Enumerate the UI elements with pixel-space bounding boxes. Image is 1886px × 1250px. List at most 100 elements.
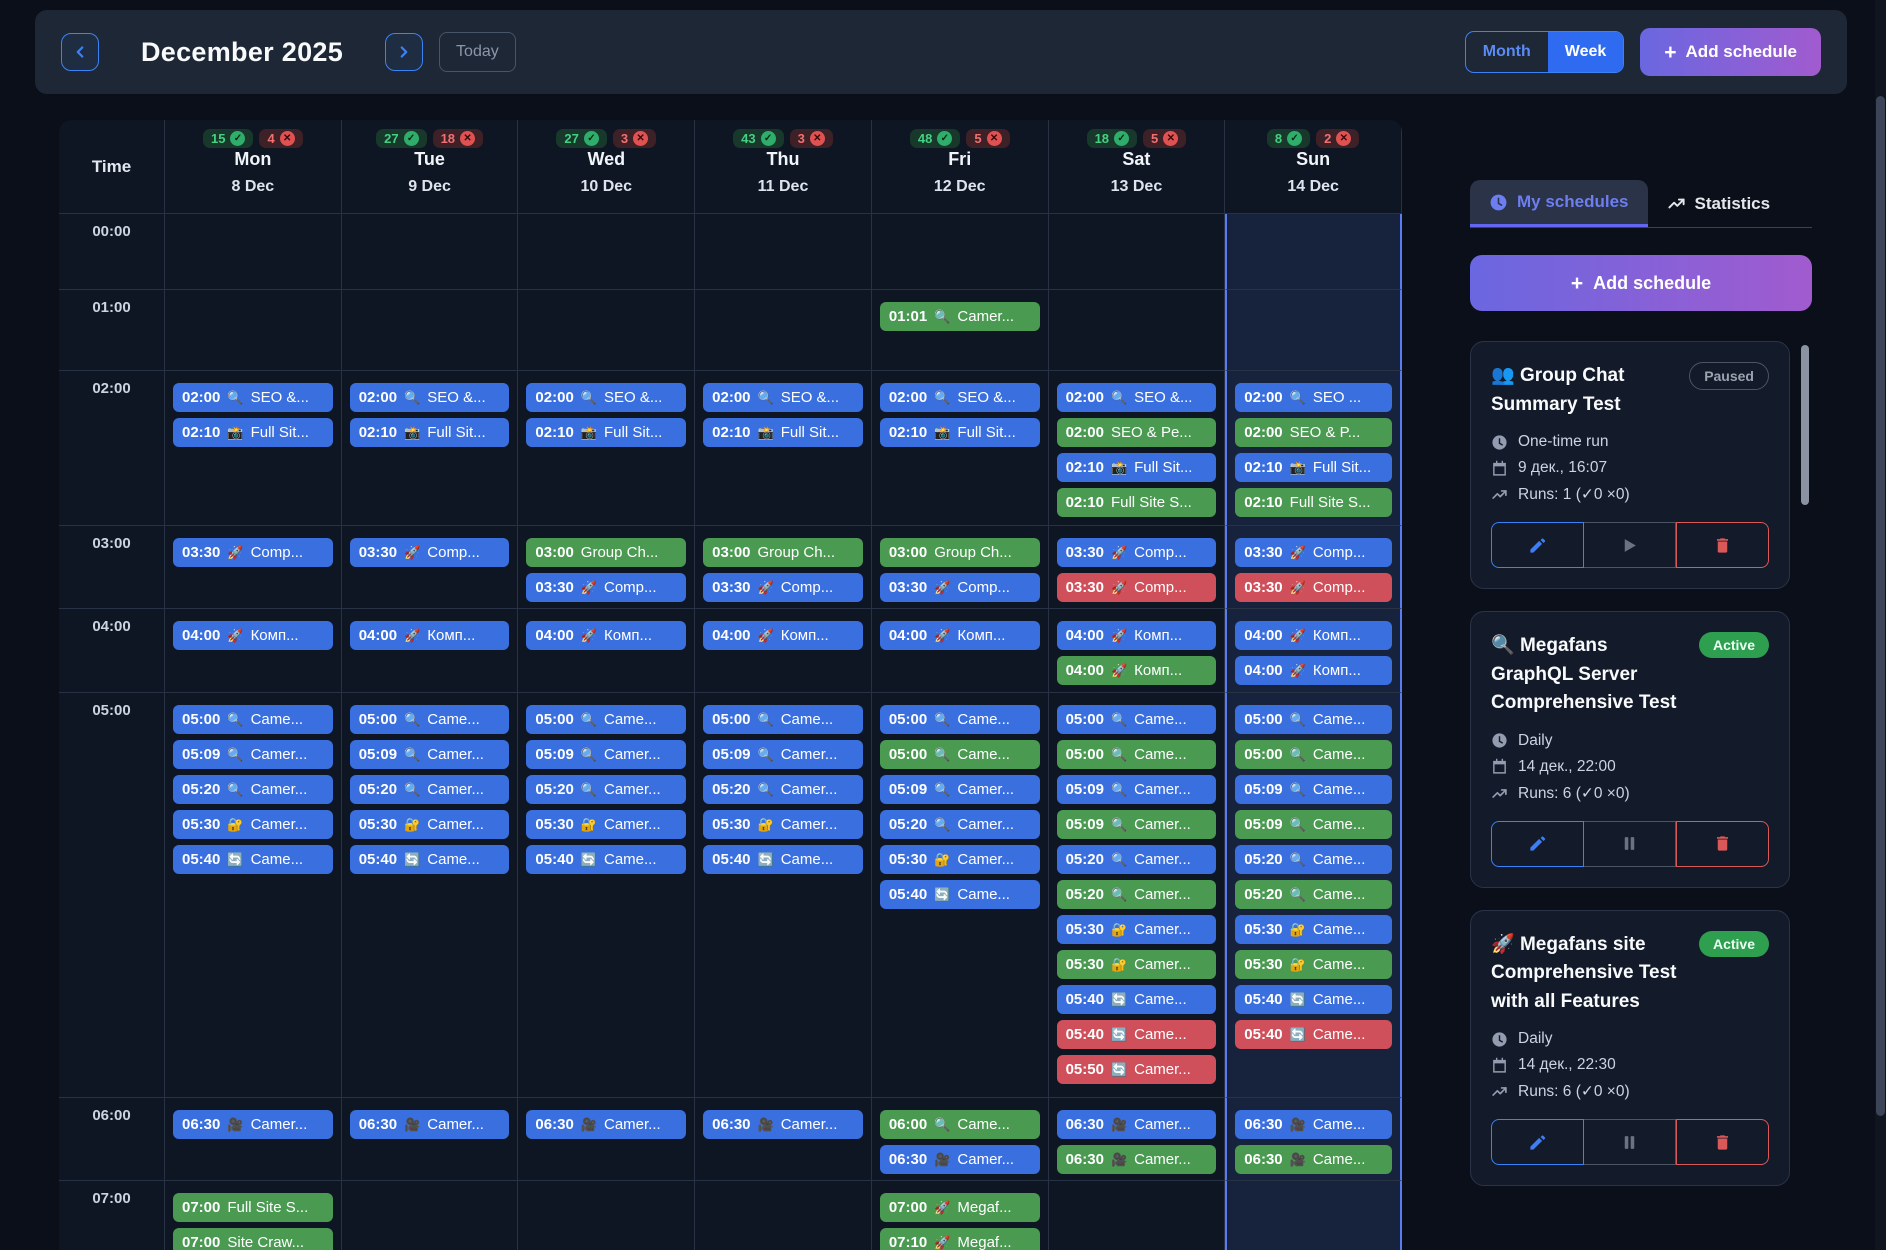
event-pill[interactable]: 05:00 🔍 Came...: [879, 740, 1040, 769]
event-pill[interactable]: 03:00 Group Ch...: [526, 538, 687, 567]
event-pill[interactable]: 05:09 🔍 Camer...: [1056, 775, 1217, 804]
event-pill[interactable]: 05:09 🔍 Came...: [1235, 810, 1392, 839]
edit-button[interactable]: [1491, 1119, 1584, 1165]
event-pill[interactable]: 06:30 🎥 Camer...: [1056, 1145, 1217, 1174]
event-pill[interactable]: 04:00 🚀 Комп...: [349, 621, 510, 650]
add-schedule-button[interactable]: + Add schedule: [1640, 28, 1821, 76]
event-pill[interactable]: 05:20 🔍 Camer...: [1056, 880, 1217, 909]
event-pill[interactable]: 05:30 🔐 Camer...: [349, 810, 510, 839]
edit-button[interactable]: [1491, 820, 1584, 867]
event-pill[interactable]: 05:09 🔍 Camer...: [349, 740, 510, 769]
event-pill[interactable]: 05:20 🔍 Camer...: [879, 810, 1040, 839]
event-pill[interactable]: 06:30 🎥 Camer...: [1056, 1110, 1217, 1139]
event-pill[interactable]: 02:10 📸 Full Sit...: [349, 418, 510, 447]
event-pill[interactable]: 02:00 🔍 SEO &...: [349, 383, 510, 412]
event-pill[interactable]: 06:30 🎥 Camer...: [879, 1145, 1040, 1174]
event-pill[interactable]: 03:30 🚀 Comp...: [1235, 573, 1392, 602]
event-pill[interactable]: 05:30 🔐 Came...: [1235, 950, 1392, 979]
event-pill[interactable]: 05:30 🔐 Camer...: [1056, 915, 1217, 944]
event-pill[interactable]: 02:00 SEO & Pe...: [1056, 418, 1217, 447]
event-pill[interactable]: 05:40 🔄 Came...: [173, 845, 333, 874]
event-pill[interactable]: 03:30 🚀 Comp...: [1056, 538, 1217, 567]
event-pill[interactable]: 01:01 🔍 Camer...: [879, 302, 1040, 331]
event-pill[interactable]: 06:30 🎥 Camer...: [526, 1110, 687, 1139]
event-pill[interactable]: 05:09 🔍 Camer...: [173, 740, 333, 769]
event-pill[interactable]: 06:30 🎥 Came...: [1235, 1110, 1392, 1139]
event-pill[interactable]: 03:30 🚀 Comp...: [879, 573, 1040, 602]
event-pill[interactable]: 02:00 🔍 SEO &...: [703, 383, 863, 412]
event-pill[interactable]: 02:00 🔍 SEO &...: [879, 383, 1040, 412]
event-pill[interactable]: 03:30 🚀 Comp...: [526, 573, 687, 602]
event-pill[interactable]: 05:20 🔍 Camer...: [703, 775, 863, 804]
event-pill[interactable]: 02:10 Full Site S...: [1235, 488, 1392, 517]
play-button[interactable]: [1583, 522, 1677, 568]
event-pill[interactable]: 02:10 📸 Full Sit...: [173, 418, 333, 447]
event-pill[interactable]: 05:40 🔄 Came...: [879, 880, 1040, 909]
event-pill[interactable]: 02:00 🔍 SEO &...: [1056, 383, 1217, 412]
sidebar-add-schedule-button[interactable]: + Add schedule: [1470, 255, 1812, 311]
event-pill[interactable]: 05:30 🔐 Came...: [1235, 915, 1392, 944]
event-pill[interactable]: 06:30 🎥 Camer...: [349, 1110, 510, 1139]
event-pill[interactable]: 05:00 🔍 Came...: [349, 705, 510, 734]
event-pill[interactable]: 05:20 🔍 Came...: [1235, 880, 1392, 909]
window-scrollbar-thumb[interactable]: [1876, 96, 1885, 1116]
pause-button[interactable]: [1583, 1119, 1677, 1165]
event-pill[interactable]: 03:30 🚀 Comp...: [703, 573, 863, 602]
event-pill[interactable]: 07:00 Full Site S...: [173, 1193, 333, 1222]
window-scrollbar-track[interactable]: [1875, 0, 1886, 1250]
event-pill[interactable]: 05:00 🔍 Came...: [1056, 740, 1217, 769]
event-pill[interactable]: 05:00 🔍 Came...: [1056, 705, 1217, 734]
event-pill[interactable]: 02:10 📸 Full Sit...: [1056, 453, 1217, 482]
event-pill[interactable]: 05:09 🔍 Camer...: [879, 775, 1040, 804]
event-pill[interactable]: 05:00 🔍 Came...: [173, 705, 333, 734]
event-pill[interactable]: 05:09 🔍 Camer...: [1056, 810, 1217, 839]
event-pill[interactable]: 04:00 🚀 Комп...: [526, 621, 687, 650]
event-pill[interactable]: 07:10 🚀 Megaf...: [879, 1228, 1040, 1250]
event-pill[interactable]: 02:00 🔍 SEO ...: [1235, 383, 1392, 412]
tab-statistics[interactable]: Statistics: [1648, 180, 1790, 227]
event-pill[interactable]: 03:00 Group Ch...: [879, 538, 1040, 567]
event-pill[interactable]: 05:30 🔐 Camer...: [526, 810, 687, 839]
event-pill[interactable]: 04:00 🚀 Комп...: [1056, 621, 1217, 650]
event-pill[interactable]: 04:00 🚀 Комп...: [703, 621, 863, 650]
event-pill[interactable]: 05:00 🔍 Came...: [1235, 705, 1392, 734]
event-pill[interactable]: 05:40 🔄 Came...: [1235, 985, 1392, 1014]
event-pill[interactable]: 03:30 🚀 Comp...: [1235, 538, 1392, 567]
event-pill[interactable]: 05:30 🔐 Camer...: [173, 810, 333, 839]
event-pill[interactable]: 02:10 📸 Full Sit...: [1235, 453, 1392, 482]
delete-button[interactable]: [1676, 1119, 1769, 1165]
event-pill[interactable]: 05:00 🔍 Came...: [879, 705, 1040, 734]
event-pill[interactable]: 05:40 🔄 Came...: [703, 845, 863, 874]
event-pill[interactable]: 05:30 🔐 Camer...: [703, 810, 863, 839]
event-pill[interactable]: 02:00 SEO & P...: [1235, 418, 1392, 447]
sidebar-scrollbar-thumb[interactable]: [1801, 345, 1809, 505]
today-button[interactable]: Today: [439, 32, 516, 72]
event-pill[interactable]: 07:00 🚀 Megaf...: [879, 1193, 1040, 1222]
event-pill[interactable]: 05:40 🔄 Came...: [1056, 1020, 1217, 1049]
event-pill[interactable]: 05:20 🔍 Camer...: [349, 775, 510, 804]
event-pill[interactable]: 03:30 🚀 Comp...: [173, 538, 333, 567]
event-pill[interactable]: 04:00 🚀 Комп...: [173, 621, 333, 650]
event-pill[interactable]: 04:00 🚀 Комп...: [879, 621, 1040, 650]
event-pill[interactable]: 05:50 🔄 Camer...: [1056, 1055, 1217, 1084]
event-pill[interactable]: 06:30 🎥 Came...: [1235, 1145, 1392, 1174]
event-pill[interactable]: 05:20 🔍 Came...: [1235, 845, 1392, 874]
event-pill[interactable]: 05:09 🔍 Came...: [1235, 775, 1392, 804]
event-pill[interactable]: 05:40 🔄 Came...: [526, 845, 687, 874]
event-pill[interactable]: 05:30 🔐 Camer...: [879, 845, 1040, 874]
event-pill[interactable]: 02:10 📸 Full Sit...: [879, 418, 1040, 447]
prev-week-button[interactable]: [61, 33, 99, 71]
event-pill[interactable]: 02:10 📸 Full Sit...: [703, 418, 863, 447]
view-toggle-month[interactable]: Month: [1482, 43, 1531, 60]
next-week-button[interactable]: [385, 33, 424, 71]
event-pill[interactable]: 03:00 Group Ch...: [703, 538, 863, 567]
event-pill[interactable]: 05:00 🔍 Came...: [526, 705, 687, 734]
delete-button[interactable]: [1676, 820, 1769, 867]
event-pill[interactable]: 06:00 🔍 Came...: [879, 1110, 1040, 1139]
event-pill[interactable]: 05:30 🔐 Camer...: [1056, 950, 1217, 979]
event-pill[interactable]: 02:00 🔍 SEO &...: [173, 383, 333, 412]
delete-button[interactable]: [1676, 522, 1769, 568]
event-pill[interactable]: 05:20 🔍 Camer...: [1056, 845, 1217, 874]
event-pill[interactable]: 05:00 🔍 Came...: [1235, 740, 1392, 769]
event-pill[interactable]: 04:00 🚀 Комп...: [1235, 621, 1392, 650]
